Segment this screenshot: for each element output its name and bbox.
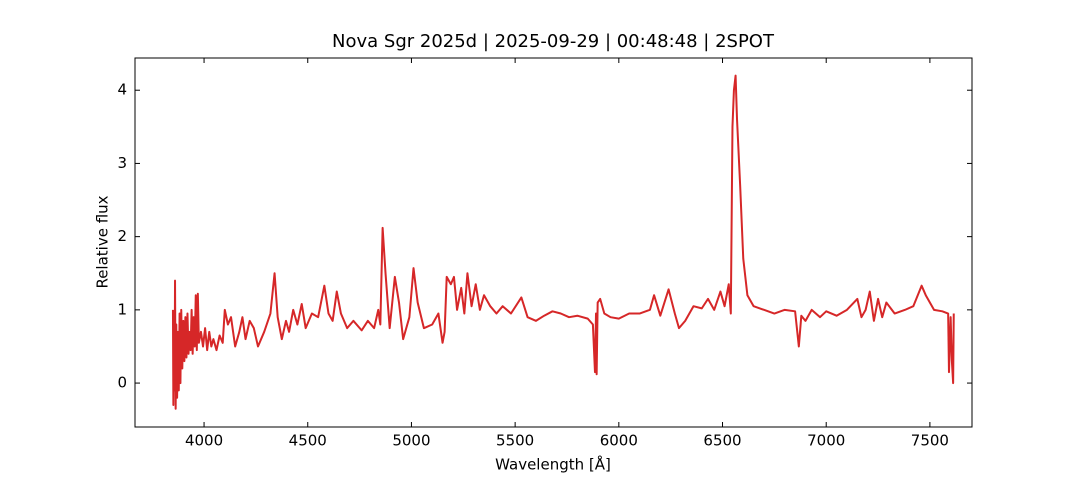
y-tick-label: 1 (117, 300, 127, 318)
x-axis-label: Wavelength [Å] (495, 455, 611, 474)
y-tick-label: 2 (117, 227, 127, 245)
x-tick-label: 7500 (911, 432, 949, 450)
x-tick-label: 6000 (600, 432, 638, 450)
x-tick-label: 7000 (807, 432, 845, 450)
x-tick-label: 4000 (185, 432, 223, 450)
plot-frame (134, 57, 973, 428)
y-tick-label: 3 (117, 154, 127, 172)
x-tick-label: 4500 (289, 432, 327, 450)
y-axis-label: Relative flux (94, 195, 112, 288)
spectrum-line (171, 74, 955, 410)
x-tick-label: 5500 (496, 432, 534, 450)
x-tick-label: 5000 (392, 432, 430, 450)
x-tick-label: 6500 (703, 432, 741, 450)
y-tick-label: 0 (117, 374, 127, 392)
chart-title: Nova Sgr 2025d | 2025-09-29 | 00:48:48 |… (332, 31, 775, 52)
y-tick-label: 4 (117, 81, 127, 99)
